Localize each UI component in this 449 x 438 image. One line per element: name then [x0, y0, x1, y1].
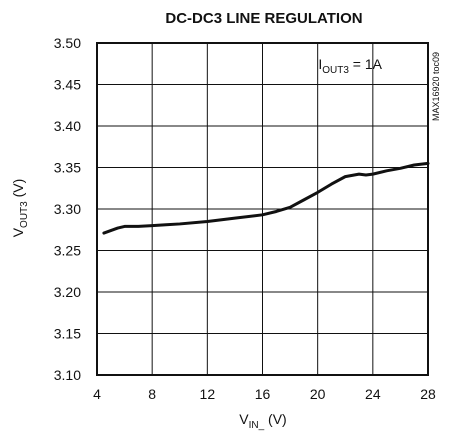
x-tick-label: 28	[420, 386, 436, 402]
x-tick-label: 8	[148, 386, 156, 402]
y-tick-label: 3.25	[54, 243, 81, 259]
y-tick-label: 3.35	[54, 160, 81, 176]
grid-lines	[97, 43, 428, 375]
chart-title: DC-DC3 LINE REGULATION	[165, 10, 362, 27]
plot-frame	[96, 42, 429, 376]
y-tick-label: 3.40	[54, 118, 81, 134]
y-tick-label: 3.30	[54, 201, 81, 217]
current-annotation: IOUT3 = 1A	[318, 56, 382, 76]
y-tick-label: 3.45	[54, 77, 81, 93]
tick-labels: 4 8 12 16 20 24 28 3.10 3.15 3.20 3.25 3.30 3.35 3.40…	[54, 35, 436, 402]
x-tick-label: 24	[365, 386, 381, 402]
x-axis-label: VIN_ (V)	[239, 411, 286, 431]
y-tick-label: 3.50	[54, 35, 81, 51]
x-tick-label: 20	[310, 386, 326, 402]
figure-code: MAX16920 toc09	[431, 52, 441, 121]
x-tick-label: 16	[255, 386, 271, 402]
line-regulation-series-0	[102, 161, 430, 235]
series-layer	[102, 161, 430, 235]
x-tick-label: 4	[93, 386, 101, 402]
y-axis-label: VOUT3 (V)	[10, 179, 30, 238]
x-tick-label: 12	[200, 386, 216, 402]
y-tick-label: 3.15	[54, 326, 81, 342]
y-tick-label: 3.20	[54, 284, 81, 300]
y-tick-label: 3.10	[54, 367, 81, 383]
